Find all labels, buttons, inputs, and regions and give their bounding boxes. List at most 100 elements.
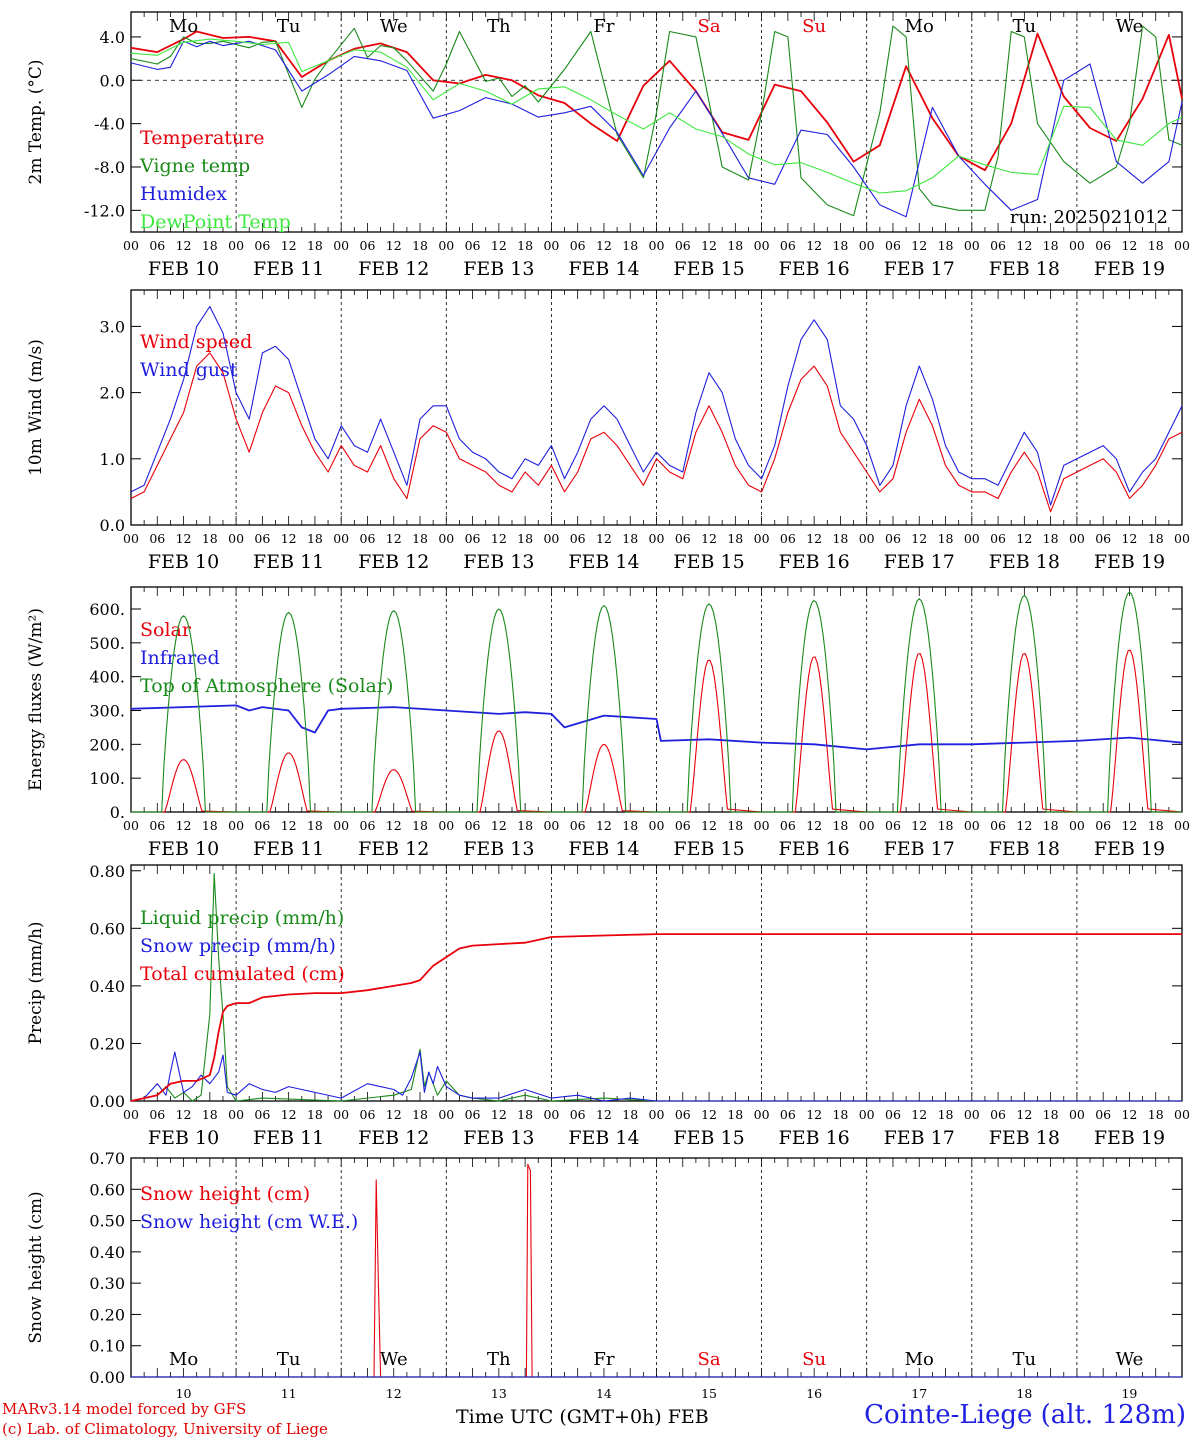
day-name-label: Sa: [698, 1349, 721, 1370]
hour-tick-label: 18: [202, 238, 218, 253]
hour-tick-label: 00: [964, 238, 980, 253]
hour-tick-label: 00: [649, 1107, 665, 1122]
hour-tick-label: 06: [465, 1107, 481, 1122]
hour-tick-label: 00: [964, 531, 980, 546]
hour-tick-label: 12: [911, 1107, 927, 1122]
date-label: FEB 19: [1094, 838, 1165, 860]
y-tick-label: 0.80: [89, 862, 125, 881]
hour-tick-label: 12: [176, 818, 192, 833]
hour-tick-label: 06: [465, 238, 481, 253]
day-name-label: Th: [487, 16, 511, 37]
day-number-label: 16: [806, 1386, 822, 1401]
date-label: FEB 10: [148, 838, 219, 860]
hour-tick-label: 18: [1148, 1107, 1164, 1122]
hour-tick-label: 12: [1016, 531, 1032, 546]
hour-tick-label: 18: [832, 238, 848, 253]
hour-tick-label: 12: [701, 1107, 717, 1122]
hour-tick-label: 00: [543, 1107, 559, 1122]
y-tick-label: -12.0: [84, 201, 125, 220]
hour-tick-label: 00: [333, 1107, 349, 1122]
hour-tick-label: 00: [228, 818, 244, 833]
date-label: FEB 13: [463, 1127, 534, 1149]
date-label: FEB 12: [358, 838, 429, 860]
day-name-label: Su: [802, 1349, 826, 1370]
day-name-label: Tu: [1013, 1349, 1037, 1370]
date-label: FEB 14: [568, 1127, 639, 1149]
y-tick-label: 0.60: [89, 919, 125, 938]
series-line-dewpoint-temp: [130, 38, 1183, 194]
legend-entry: Infrared: [140, 647, 220, 669]
day-name-label: Sa: [698, 16, 721, 37]
hour-tick-label: 06: [254, 238, 270, 253]
chart-panel-energy: 0. 100. 200. 300. 400. 500. 600. Energy fluxes …: [26, 586, 1190, 860]
hour-tick-label: 18: [727, 818, 743, 833]
day-name-label: We: [1116, 1349, 1144, 1370]
day-number-label: 17: [911, 1386, 927, 1401]
credit-line-1: MARv3.14 model forced by GFS: [2, 1400, 247, 1418]
hour-tick-label: 06: [885, 1107, 901, 1122]
date-label: FEB 13: [463, 551, 534, 573]
date-label: FEB 15: [673, 1127, 744, 1149]
series-line-top-of-atmosphere-solar-: [131, 591, 1182, 813]
date-label: FEB 12: [358, 551, 429, 573]
day-name-label: Mo: [169, 1349, 198, 1370]
hour-tick-label: 12: [281, 531, 297, 546]
hour-tick-label: 18: [727, 238, 743, 253]
hour-tick-label: 00: [333, 531, 349, 546]
hour-tick-label: 00: [1174, 818, 1190, 833]
hour-tick-label: 00: [543, 238, 559, 253]
date-label: FEB 18: [989, 551, 1060, 573]
date-label: FEB 14: [568, 551, 639, 573]
hour-tick-label: 06: [570, 238, 586, 253]
hour-tick-label: 00: [859, 238, 875, 253]
hour-tick-label: 12: [386, 1107, 402, 1122]
hour-tick-label: 12: [806, 1107, 822, 1122]
date-label: FEB 16: [779, 258, 850, 280]
hour-tick-label: 06: [360, 1107, 376, 1122]
hour-tick-label: 12: [806, 238, 822, 253]
hour-tick-label: 12: [806, 531, 822, 546]
y-tick-label: 0.00: [89, 1092, 125, 1111]
hour-tick-label: 12: [386, 531, 402, 546]
y-tick-label: 0.0: [100, 516, 125, 535]
legend-entry: Snow height (cm): [140, 1183, 310, 1205]
hour-tick-label: 18: [938, 531, 954, 546]
hour-tick-label: 00: [333, 238, 349, 253]
hour-tick-label: 06: [149, 531, 165, 546]
hour-tick-label: 06: [465, 818, 481, 833]
hour-tick-label: 18: [1148, 531, 1164, 546]
hour-tick-label: 06: [990, 818, 1006, 833]
day-name-label: Mo: [905, 16, 934, 37]
hour-tick-label: 18: [1043, 1107, 1059, 1122]
hour-tick-label: 18: [622, 531, 638, 546]
day-name-label: Fr: [593, 1349, 614, 1370]
hour-tick-label: 12: [1121, 818, 1137, 833]
hour-tick-label: 00: [123, 1107, 139, 1122]
series-line-snow-precip-mm-h-: [130, 1051, 1182, 1102]
hour-tick-label: 00: [333, 818, 349, 833]
hour-tick-label: 18: [938, 238, 954, 253]
day-name-label: Mo: [905, 1349, 934, 1370]
hour-tick-label: 00: [228, 531, 244, 546]
hour-tick-label: 12: [281, 1107, 297, 1122]
legend-entry: Humidex: [140, 183, 227, 205]
y-tick-label: 0.0: [100, 71, 125, 90]
hour-tick-label: 06: [1095, 818, 1111, 833]
hour-tick-label: 00: [754, 1107, 770, 1122]
hour-tick-label: 18: [412, 818, 428, 833]
legend-entry: Top of Atmosphere (Solar): [140, 675, 393, 697]
hour-tick-label: 06: [675, 818, 691, 833]
hour-tick-label: 18: [517, 818, 533, 833]
date-label: FEB 12: [358, 258, 429, 280]
y-tick-label: 100.: [89, 769, 125, 788]
hour-tick-label: 12: [386, 238, 402, 253]
hour-tick-label: 12: [596, 238, 612, 253]
day-name-label: Th: [487, 1349, 511, 1370]
hour-tick-label: 00: [649, 531, 665, 546]
hour-tick-label: 06: [675, 1107, 691, 1122]
day-number-label: 19: [1121, 1386, 1137, 1401]
date-label: FEB 11: [253, 1127, 324, 1149]
hour-tick-label: 12: [386, 818, 402, 833]
date-label: FEB 15: [673, 838, 744, 860]
